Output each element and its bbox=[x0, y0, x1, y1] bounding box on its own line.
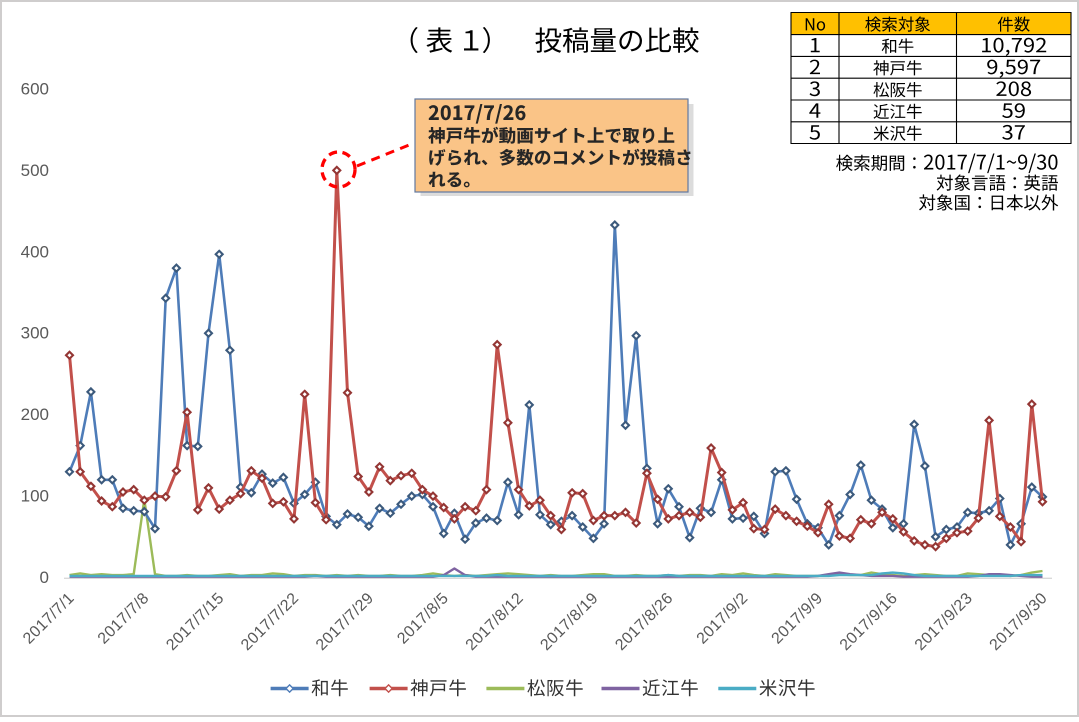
svg-text:0: 0 bbox=[40, 568, 49, 587]
svg-text:200: 200 bbox=[21, 405, 49, 424]
svg-text:100: 100 bbox=[21, 487, 49, 506]
svg-text:400: 400 bbox=[21, 242, 49, 261]
svg-text:500: 500 bbox=[21, 161, 49, 180]
svg-text:300: 300 bbox=[21, 324, 49, 343]
svg-text:600: 600 bbox=[21, 80, 49, 99]
